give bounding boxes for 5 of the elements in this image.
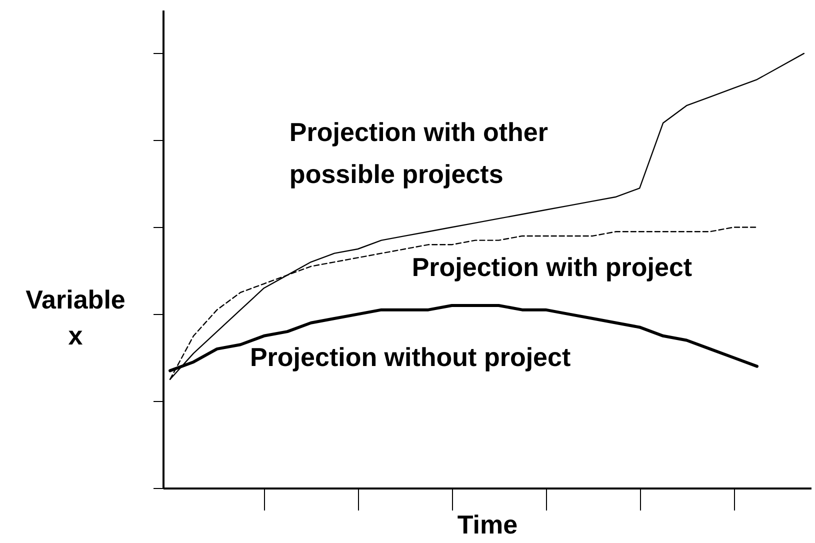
- series-label: Projection without project: [250, 342, 571, 372]
- series-label: Projection with project: [412, 252, 692, 282]
- series-label: Projection with other possible projects: [289, 117, 548, 190]
- x-axis-title: Time: [457, 510, 518, 540]
- y-axis-title: Variable x: [26, 284, 126, 350]
